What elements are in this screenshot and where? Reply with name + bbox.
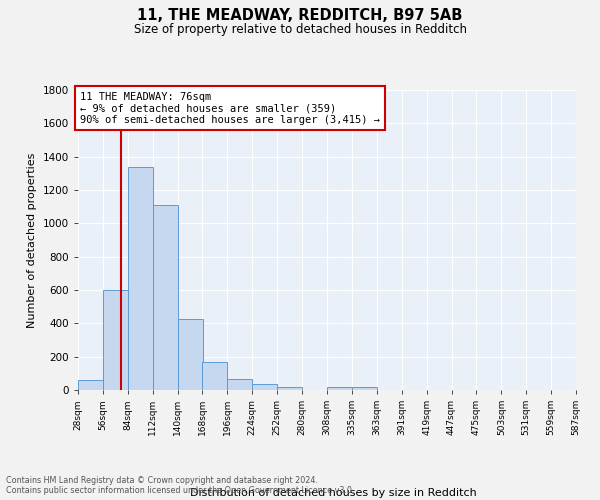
- Text: Size of property relative to detached houses in Redditch: Size of property relative to detached ho…: [133, 22, 467, 36]
- Bar: [78, 380, 103, 390]
- Bar: [202, 362, 227, 390]
- Bar: [152, 205, 178, 390]
- Bar: [128, 166, 152, 390]
- Bar: [178, 319, 203, 390]
- Y-axis label: Number of detached properties: Number of detached properties: [27, 152, 37, 328]
- Bar: [327, 387, 352, 390]
- Text: Distribution of detached houses by size in Redditch: Distribution of detached houses by size …: [190, 488, 476, 498]
- Text: Contains HM Land Registry data © Crown copyright and database right 2024.
Contai: Contains HM Land Registry data © Crown c…: [6, 476, 355, 495]
- Bar: [352, 387, 377, 390]
- Text: 11 THE MEADWAY: 76sqm
← 9% of detached houses are smaller (359)
90% of semi-deta: 11 THE MEADWAY: 76sqm ← 9% of detached h…: [80, 92, 380, 125]
- Bar: [103, 290, 128, 390]
- Bar: [252, 384, 277, 390]
- Bar: [277, 387, 302, 390]
- Text: 11, THE MEADWAY, REDDITCH, B97 5AB: 11, THE MEADWAY, REDDITCH, B97 5AB: [137, 8, 463, 22]
- Bar: [227, 379, 252, 390]
